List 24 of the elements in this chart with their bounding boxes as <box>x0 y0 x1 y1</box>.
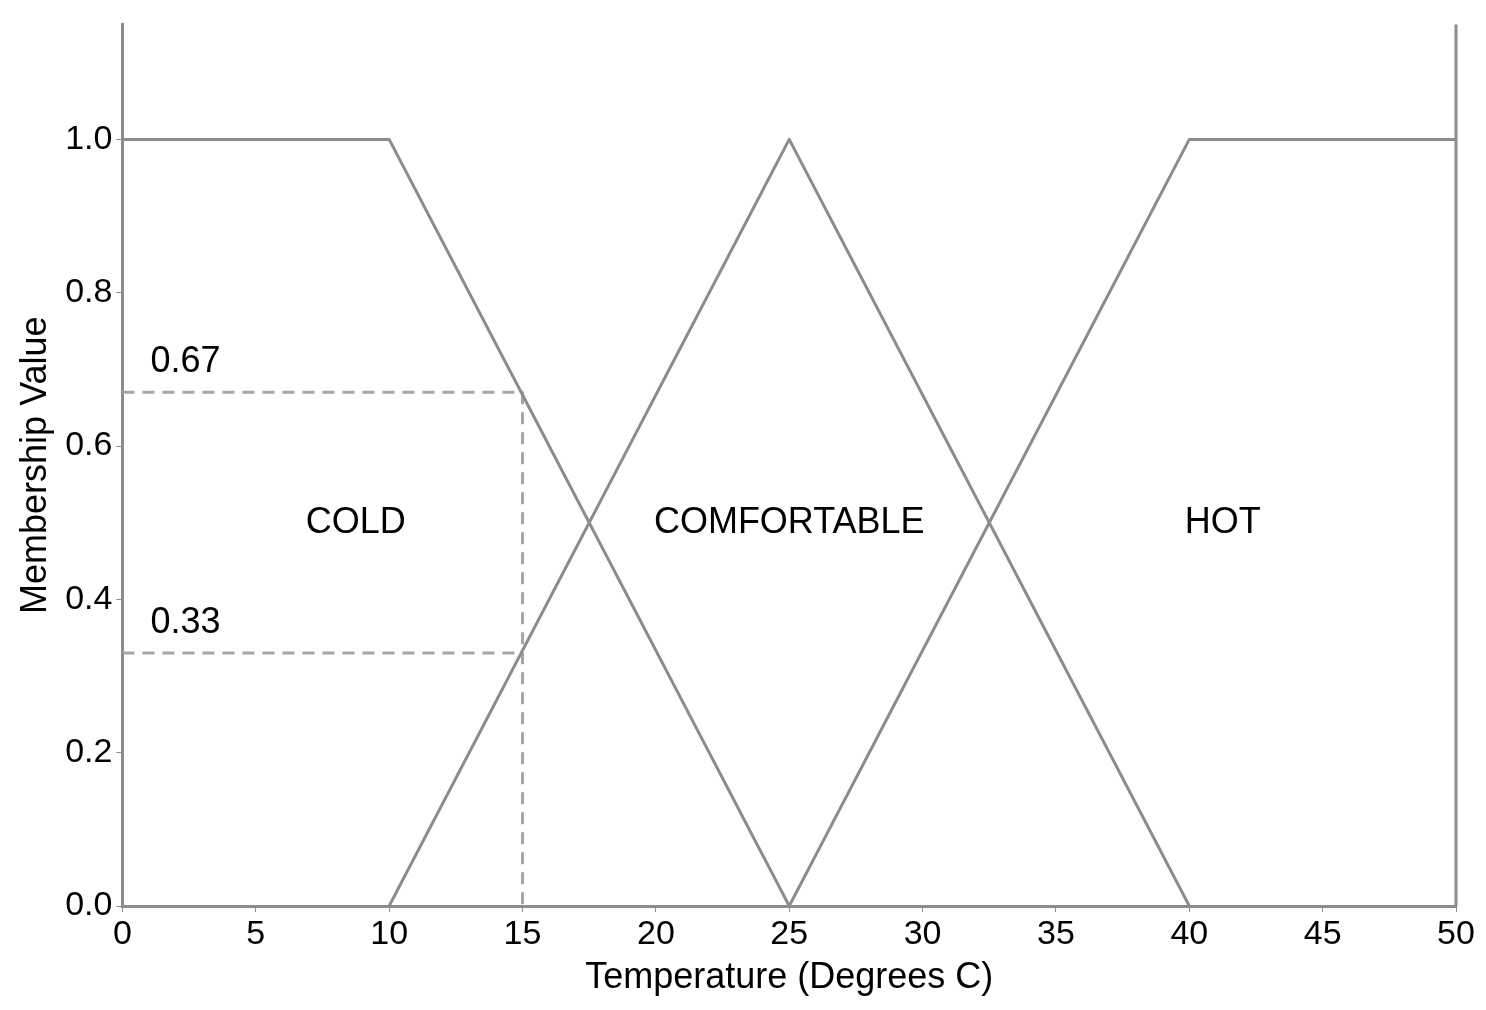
y-axis-title: Membership Value <box>12 316 54 614</box>
y-tick-label: 0.6 <box>65 424 113 463</box>
x-tick-label: 20 <box>636 912 675 951</box>
annotation: 0.33 <box>150 599 221 641</box>
x-axis-title: Temperature (Degrees C) <box>585 955 994 997</box>
x-tick-label: 45 <box>1303 912 1342 951</box>
annotation: COLD <box>305 499 406 541</box>
annotation: HOT <box>1184 499 1261 541</box>
y-tick-label: 0.0 <box>65 884 113 923</box>
x-tick-label: 10 <box>370 912 409 951</box>
y-tick-label: 0.8 <box>65 271 113 310</box>
y-tick-label: 0.2 <box>65 731 113 770</box>
x-tick-label: 40 <box>1170 912 1209 951</box>
x-tick-label: 15 <box>503 912 542 951</box>
x-tick-label: 0 <box>113 912 132 951</box>
y-tick-label: 1.0 <box>65 117 113 156</box>
y-tick-label: 0.4 <box>65 577 113 616</box>
x-tick-label: 50 <box>1437 912 1475 951</box>
annotation: 0.67 <box>150 339 221 381</box>
x-tick-label: 35 <box>1037 912 1075 951</box>
x-tick-label: 30 <box>903 912 942 951</box>
annotation: COMFORTABLE <box>653 499 925 541</box>
x-tick-label: 5 <box>246 912 266 951</box>
x-tick-label: 25 <box>770 912 809 951</box>
